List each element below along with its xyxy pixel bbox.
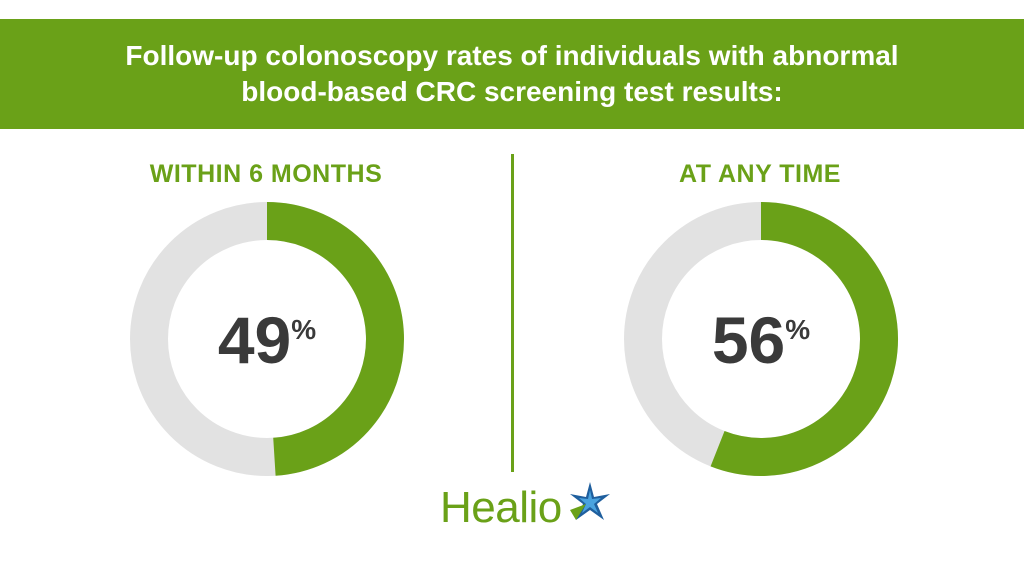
healio-logo: Healio (440, 480, 620, 540)
value-unit-left: % (291, 314, 317, 345)
chart-title-at-any-time: AT ANY TIME (679, 160, 841, 188)
donut-chart-at-any-time (622, 200, 900, 478)
logo-text: Healio (440, 483, 562, 532)
star-icon (570, 482, 610, 520)
donut-chart-within-6-months (128, 200, 406, 478)
chart-title-within-6-months: WITHIN 6 MONTHS (149, 160, 383, 188)
value-number-left: 49 (217, 303, 292, 377)
donut-svg-left (130, 202, 404, 476)
value-unit-right: % (785, 314, 811, 345)
page-title: Follow-up colonoscopy rates of individua… (125, 40, 899, 107)
donut-value-arc-left (266, 202, 404, 476)
divider (511, 154, 514, 472)
value-number-right: 56 (711, 303, 786, 377)
donut-value-arc-right (710, 202, 898, 476)
value-label-at-any-time: 56% (622, 300, 900, 380)
value-label-within-6-months: 49% (128, 300, 406, 380)
header-banner: Follow-up colonoscopy rates of individua… (0, 19, 1024, 129)
donut-svg-right (624, 202, 898, 476)
